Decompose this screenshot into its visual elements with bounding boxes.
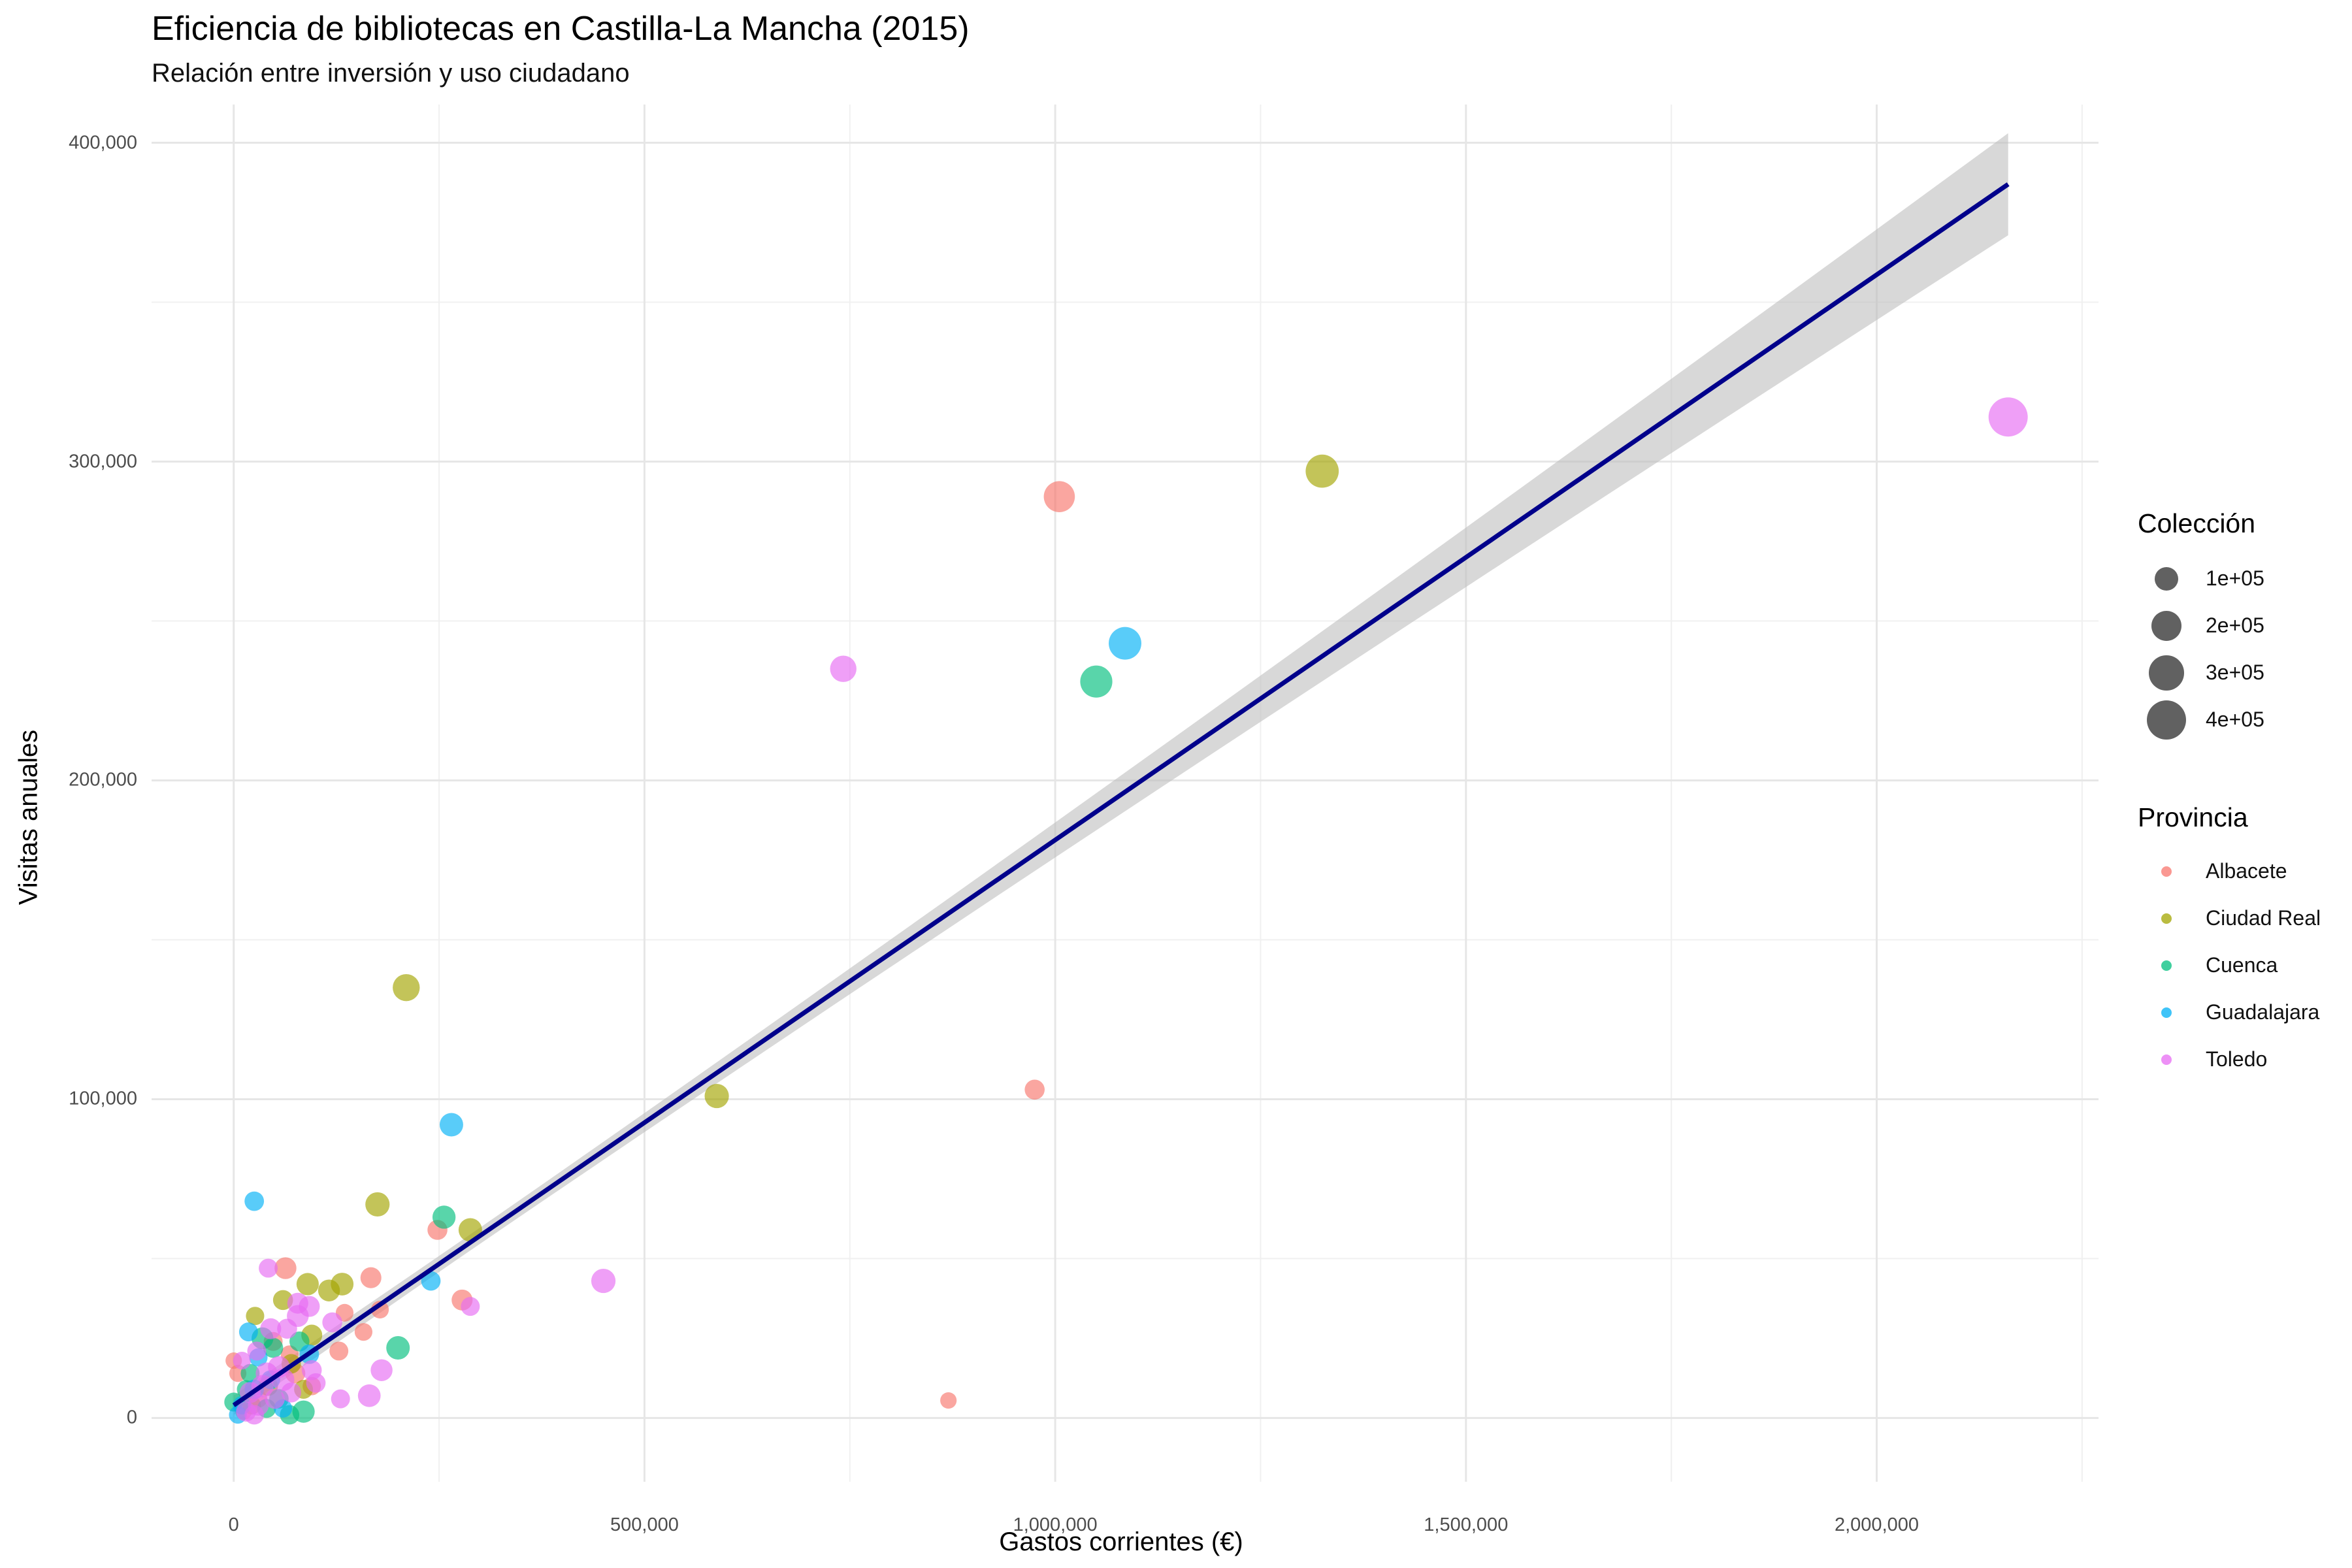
size-legend-label: 1e+05 bbox=[2206, 566, 2264, 590]
data-point bbox=[704, 1083, 729, 1109]
color-legend-title: Provincia bbox=[2138, 802, 2248, 832]
series-cuenca bbox=[224, 665, 1113, 1425]
x-tick-label: 1,000,000 bbox=[1013, 1514, 1098, 1535]
data-point bbox=[244, 1191, 265, 1211]
x-tick-label: 0 bbox=[228, 1514, 239, 1535]
x-tick-label: 2,000,000 bbox=[1834, 1514, 1919, 1535]
data-point bbox=[296, 1273, 319, 1296]
size-legend-key bbox=[2147, 700, 2186, 740]
data-point bbox=[265, 1388, 285, 1409]
data-point bbox=[370, 1359, 393, 1381]
confidence-band bbox=[233, 133, 2008, 1415]
data-point bbox=[1080, 665, 1113, 698]
data-point bbox=[277, 1318, 297, 1339]
data-point bbox=[830, 655, 857, 682]
data-point bbox=[1988, 397, 2028, 437]
data-point bbox=[331, 1389, 350, 1409]
data-point bbox=[281, 1382, 302, 1403]
color-legend-label: Ciudad Real bbox=[2206, 906, 2321, 930]
trend-line bbox=[232, 182, 2010, 1407]
data-point bbox=[386, 1336, 410, 1360]
color-legend-label: Cuenca bbox=[2206, 953, 2278, 977]
size-legend-key bbox=[2151, 611, 2181, 641]
chart-subtitle: Relación entre inversión y uso ciudadano bbox=[152, 59, 630, 88]
data-point bbox=[1109, 627, 1141, 660]
data-point bbox=[432, 1205, 456, 1229]
data-point bbox=[263, 1337, 284, 1358]
y-tick-label: 400,000 bbox=[69, 132, 137, 154]
size-legend-label: 4e+05 bbox=[2206, 708, 2264, 731]
data-point bbox=[439, 1113, 463, 1137]
data-point bbox=[357, 1384, 381, 1407]
data-point bbox=[1024, 1079, 1045, 1100]
data-point bbox=[421, 1271, 441, 1291]
size-legend-title: Colección bbox=[2138, 508, 2256, 538]
y-axis-label: Visitas anuales bbox=[14, 729, 43, 906]
color-legend-label: Toledo bbox=[2206, 1047, 2268, 1071]
data-point bbox=[365, 1192, 390, 1217]
data-point bbox=[329, 1341, 349, 1361]
data-point bbox=[461, 1297, 480, 1316]
y-tick-label: 300,000 bbox=[69, 451, 137, 472]
size-legend-key bbox=[2149, 655, 2184, 691]
data-point bbox=[247, 1341, 267, 1361]
x-axis-label: Gastos corrientes (€) bbox=[999, 1527, 1243, 1556]
data-point bbox=[246, 1307, 265, 1326]
data-point bbox=[306, 1373, 326, 1393]
scatter-points bbox=[224, 397, 2028, 1425]
color-legend-label: Guadalajara bbox=[2206, 1000, 2320, 1024]
data-point bbox=[1305, 454, 1339, 488]
data-point bbox=[591, 1268, 616, 1294]
data-point bbox=[259, 1258, 278, 1278]
series-toledo bbox=[233, 397, 2028, 1425]
size-legend-label: 2e+05 bbox=[2206, 613, 2264, 637]
color-legend-key bbox=[2161, 866, 2172, 877]
data-point bbox=[260, 1318, 282, 1339]
y-tick-label: 0 bbox=[126, 1407, 137, 1428]
data-point bbox=[244, 1405, 265, 1425]
series-guadalajara bbox=[229, 627, 1141, 1424]
size-legend-label: 3e+05 bbox=[2206, 661, 2264, 684]
color-legend-key bbox=[2161, 960, 2172, 971]
color-legend-key bbox=[2161, 1054, 2172, 1065]
data-point bbox=[274, 1257, 297, 1279]
x-tick-label: 1,500,000 bbox=[1424, 1514, 1509, 1535]
data-point bbox=[233, 1351, 251, 1370]
y-tick-label: 200,000 bbox=[69, 769, 137, 791]
chart-title: Eficiencia de bibliotecas en Castilla-La… bbox=[152, 10, 970, 48]
data-point bbox=[940, 1392, 957, 1409]
data-point bbox=[354, 1323, 372, 1341]
regression-line bbox=[232, 182, 2010, 1407]
data-point bbox=[238, 1322, 258, 1342]
color-legend-label: Albacete bbox=[2206, 859, 2287, 883]
data-point bbox=[393, 973, 420, 1002]
color-legend-key bbox=[2161, 1007, 2172, 1018]
series-ciudad-real bbox=[242, 454, 1339, 1414]
size-legend-key bbox=[2155, 567, 2178, 591]
confidence-band-area bbox=[233, 133, 2008, 1415]
series-albacete bbox=[225, 481, 1075, 1420]
data-point bbox=[318, 1279, 340, 1301]
y-tick-label: 100,000 bbox=[69, 1088, 137, 1109]
data-point bbox=[360, 1267, 382, 1288]
x-tick-label: 500,000 bbox=[610, 1514, 679, 1535]
color-legend-key bbox=[2161, 913, 2172, 924]
data-point bbox=[1043, 481, 1075, 512]
data-point bbox=[322, 1312, 342, 1333]
